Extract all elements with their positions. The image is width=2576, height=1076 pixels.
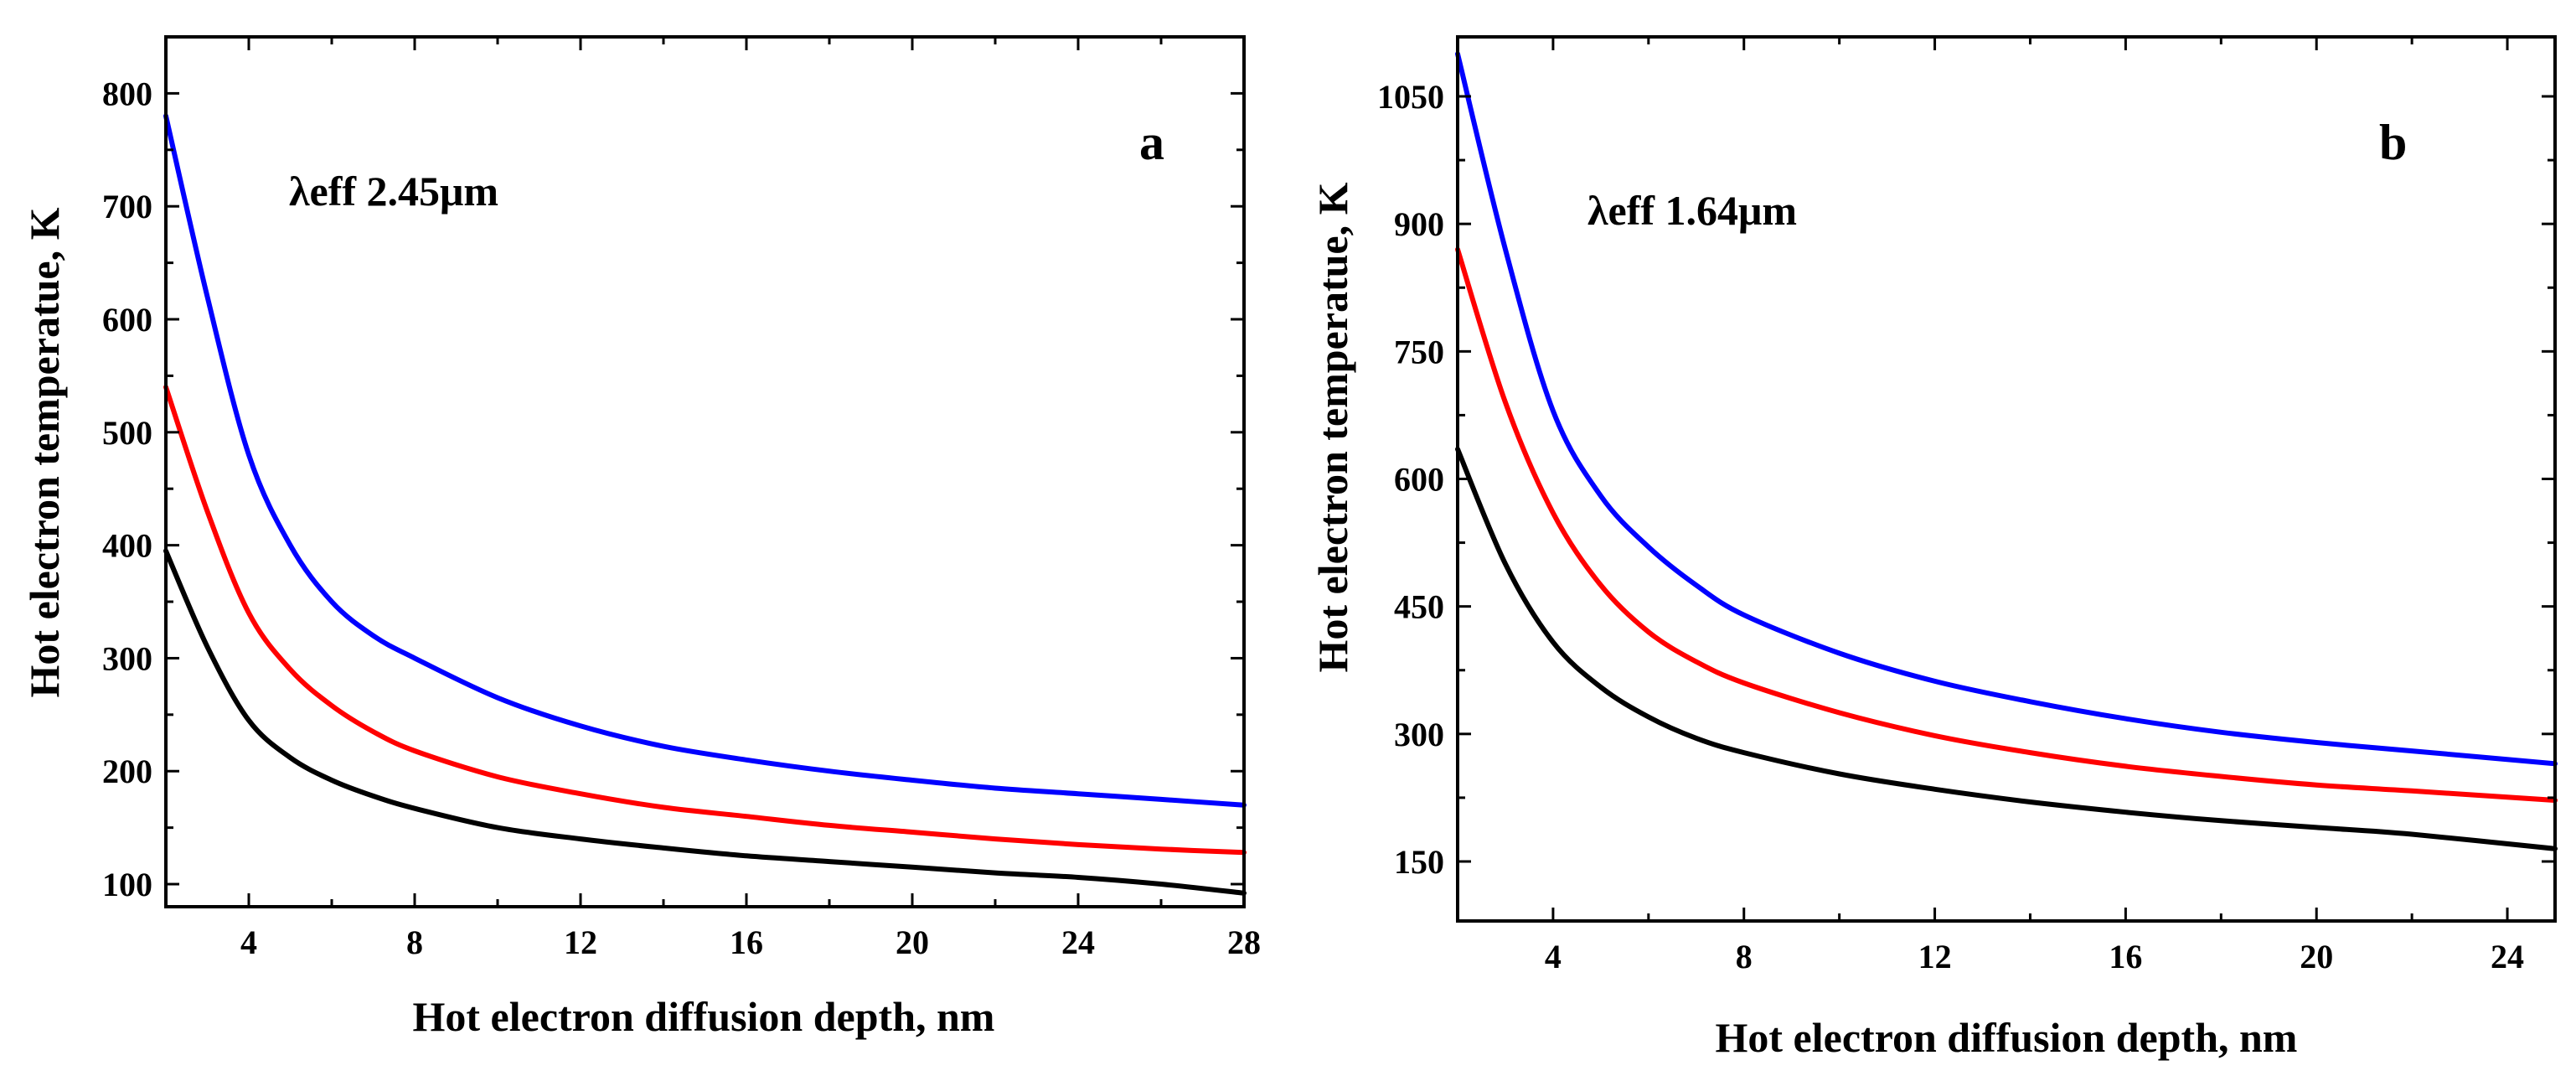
panel-a-annotation: λeff 2.45μm — [289, 168, 498, 215]
panel-b-ylabel: Hot electron temperatue, K — [1309, 182, 1356, 672]
panel-b-series-red-line — [1455, 246, 2558, 803]
panel-a-xtick-label-16: 16 — [730, 923, 763, 961]
panel-a: 4 8 12 16 20 24 28 100 200 300 400 500 600 700 800 λef… — [21, 35, 1261, 1040]
panel-b-xtick-label-12: 12 — [1918, 938, 1952, 975]
panel-b-ytick-label-900: 900 — [1394, 205, 1444, 243]
panel-a-ytick-label-600: 600 — [102, 301, 152, 339]
panel-a-frame — [164, 35, 1246, 908]
panel-b-ytick-label-1050: 1050 — [1377, 78, 1444, 116]
panel-a-series-black-line — [163, 548, 1247, 896]
panel-b-ytick-label-450: 450 — [1394, 588, 1444, 626]
panel-b-letter: b — [2379, 115, 2407, 170]
panel-a-xlabel: Hot electron diffusion depth, nm — [413, 993, 995, 1040]
panel-a-xtick-label-28: 28 — [1227, 923, 1261, 961]
panel-a-ytick-label-700: 700 — [102, 188, 152, 225]
panel-b-xtick-label-24: 24 — [2491, 938, 2524, 975]
panel-b-annotation: λeff 1.64μm — [1587, 187, 1797, 234]
panel-a-ylabel: Hot electron temperatue, K — [21, 207, 68, 697]
panel-b-series — [1455, 51, 2558, 851]
panel-b-series-blue-line — [1455, 51, 2558, 767]
panel-a-letter: a — [1139, 115, 1164, 170]
panel-b-xlabel: Hot electron diffusion depth, nm — [1716, 1014, 2298, 1061]
panel-b-xtick-label-8: 8 — [1736, 938, 1753, 975]
panel-b-series-black-line — [1455, 447, 2558, 851]
panel-b-ytick-label-600: 600 — [1394, 461, 1444, 499]
panel-a-ticks: 4 8 12 16 20 24 28 100 200 300 400 500 600 700 800 — [102, 35, 1261, 961]
panel-a-ytick-label-400: 400 — [102, 527, 152, 565]
panel-a-ytick-label-800: 800 — [102, 75, 152, 112]
panel-a-ytick-label-500: 500 — [102, 414, 152, 452]
panel-a-xtick-label-24: 24 — [1061, 923, 1095, 961]
panel-a-ytick-label-200: 200 — [102, 753, 152, 790]
panel-a-series-red-line — [163, 384, 1247, 856]
panel-b-xtick-label-16: 16 — [2109, 938, 2142, 975]
panel-a-ytick-label-100: 100 — [102, 866, 152, 903]
panel-b-ticks: 4 8 12 16 20 24 150 300 450 600 750 900 1050 — [1377, 37, 2555, 975]
panel-b: 4 8 12 16 20 24 150 300 450 600 750 900 1050 λeff 1.… — [1309, 35, 2558, 1061]
panel-b-xtick-label-20: 20 — [2300, 938, 2333, 975]
panel-b-ytick-label-150: 150 — [1394, 843, 1444, 881]
panel-a-xtick-label-20: 20 — [896, 923, 929, 961]
panel-b-ytick-label-300: 300 — [1394, 716, 1444, 753]
panel-a-xtick-label-4: 4 — [240, 923, 257, 961]
panel-b-ytick-label-750: 750 — [1394, 333, 1444, 370]
panel-a-xtick-label-12: 12 — [564, 923, 597, 961]
panel-a-xtick-label-8: 8 — [406, 923, 423, 961]
panel-a-series — [163, 113, 1247, 896]
panel-a-series-blue-line — [163, 113, 1247, 808]
panel-a-ytick-label-300: 300 — [102, 639, 152, 677]
panel-b-xtick-label-4: 4 — [1545, 938, 1562, 975]
